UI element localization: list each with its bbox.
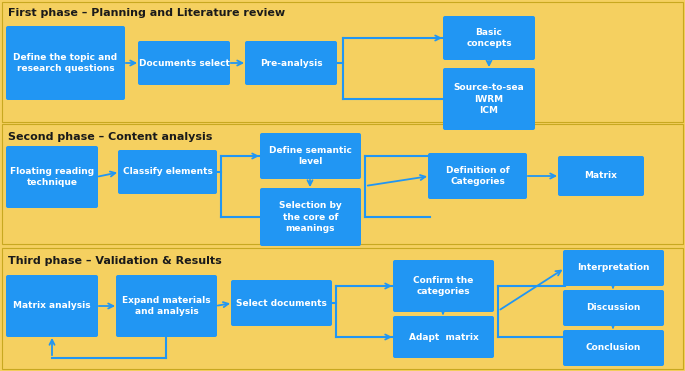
FancyBboxPatch shape [6,146,98,208]
Text: Pre-analysis: Pre-analysis [260,59,323,68]
FancyBboxPatch shape [2,124,683,244]
FancyBboxPatch shape [558,156,644,196]
FancyBboxPatch shape [6,26,125,100]
Text: Source-to-sea
IWRM
ICM: Source-to-sea IWRM ICM [453,83,525,115]
Text: Documents select: Documents select [138,59,229,68]
FancyBboxPatch shape [245,41,337,85]
FancyBboxPatch shape [116,275,217,337]
Text: Define the topic and
research questions: Define the topic and research questions [14,53,118,73]
FancyBboxPatch shape [2,248,683,369]
Text: Define semantic
level: Define semantic level [269,146,352,166]
Text: Matrix: Matrix [584,171,617,181]
Text: Expand materials
and analysis: Expand materials and analysis [122,296,211,316]
FancyBboxPatch shape [563,290,664,326]
Text: Confirm the
categories: Confirm the categories [413,276,474,296]
FancyBboxPatch shape [260,133,361,179]
FancyBboxPatch shape [443,16,535,60]
Text: Discussion: Discussion [586,303,640,312]
Text: Matrix analysis: Matrix analysis [13,302,91,311]
Text: Basic
concepts: Basic concepts [466,28,512,48]
FancyBboxPatch shape [563,250,664,286]
Text: Adapt  matrix: Adapt matrix [409,332,478,341]
FancyBboxPatch shape [443,68,535,130]
Text: Selection by
the core of
meanings: Selection by the core of meanings [279,201,342,233]
FancyBboxPatch shape [393,260,494,312]
FancyBboxPatch shape [138,41,230,85]
FancyBboxPatch shape [563,330,664,366]
FancyBboxPatch shape [118,150,217,194]
Text: Definition of
Categories: Definition of Categories [446,166,510,186]
Text: Conclusion: Conclusion [586,344,641,352]
Text: Select documents: Select documents [236,299,327,308]
Text: Classify elements: Classify elements [123,167,212,177]
FancyBboxPatch shape [393,316,494,358]
FancyBboxPatch shape [260,188,361,246]
Text: Third phase – Validation & Results: Third phase – Validation & Results [8,256,222,266]
Text: Interpretation: Interpretation [577,263,650,273]
Text: First phase – Planning and Literature review: First phase – Planning and Literature re… [8,8,285,18]
FancyBboxPatch shape [6,275,98,337]
FancyBboxPatch shape [231,280,332,326]
FancyBboxPatch shape [2,2,683,122]
Text: Floating reading
technique: Floating reading technique [10,167,94,187]
FancyBboxPatch shape [428,153,527,199]
Text: Second phase – Content analysis: Second phase – Content analysis [8,132,212,142]
